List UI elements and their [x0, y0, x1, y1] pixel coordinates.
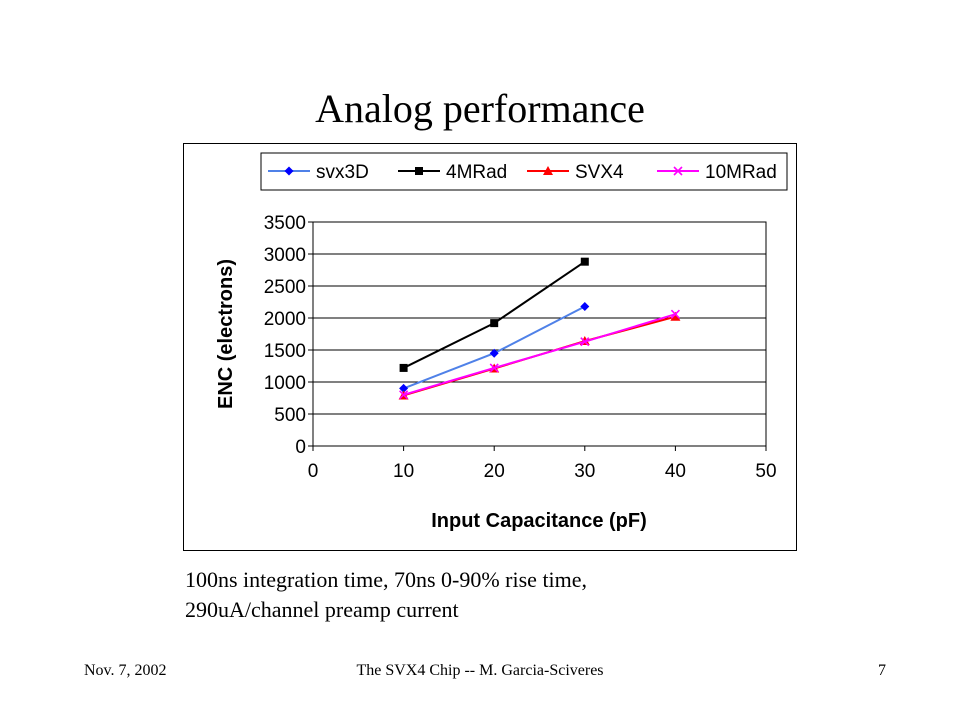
x-tick-label: 10	[393, 461, 414, 482]
legend: svx3D 4MRad SVX4 10MRad	[260, 152, 788, 191]
y-tick-label: 3000	[264, 245, 306, 266]
legend-marker	[673, 166, 683, 176]
series-4mrad	[399, 257, 589, 372]
y-tick-label: 2500	[264, 277, 306, 298]
enc-chart: svx3D 4MRad SVX4 10MRad 0500100015002000250…	[215, 152, 788, 532]
footer-date: Nov. 7, 2002	[84, 662, 167, 679]
legend-label: SVX4	[575, 162, 624, 183]
x-tick-label: 0	[308, 461, 319, 482]
legend-marker	[284, 166, 294, 176]
y-tick-label: 0	[295, 437, 306, 458]
x-axis-label: Input Capacitance (pF)	[431, 510, 647, 532]
data-point	[580, 337, 590, 347]
data-point	[490, 319, 499, 328]
legend-marker	[415, 167, 423, 175]
data-point	[580, 301, 590, 311]
y-tick-label: 1500	[264, 341, 306, 362]
x-tick-label: 20	[484, 461, 505, 482]
legend-item: 4MRad	[398, 162, 507, 183]
series-svx3d	[399, 301, 590, 393]
y-tick-label: 1000	[264, 373, 306, 394]
axis-ticks: 0 500 1000 1500 2000 2500 3000 3500 0 10 20 30 40 50	[264, 213, 777, 482]
data-point	[399, 383, 409, 393]
data-point	[670, 309, 680, 319]
legend-label: 4MRad	[446, 162, 507, 183]
legend-label: svx3D	[316, 162, 369, 183]
data-point	[399, 363, 408, 372]
chart-frame: svx3D 4MRad SVX4 10MRad 0 500 1000 1500 2000 250…	[183, 143, 797, 551]
footer-title: The SVX4 Chip -- M. Garcia-Sciveres	[356, 662, 604, 679]
footer-page-number: 7	[878, 662, 886, 679]
series	[398, 257, 681, 400]
legend-item: 10MRad	[657, 162, 777, 183]
legend-box	[260, 152, 788, 191]
plot-area	[312, 221, 767, 447]
series-line	[403, 305, 586, 390]
grid-lines	[313, 253, 766, 415]
caption-line-1: 100ns integration time, 70ns 0-90% rise …	[185, 567, 588, 592]
y-tick-label: 500	[274, 405, 306, 426]
series-10mrad	[399, 309, 680, 400]
data-point	[399, 390, 409, 400]
caption-line-2: 290uA/channel preamp current	[185, 597, 459, 622]
x-tick-label: 40	[665, 461, 686, 482]
data-point	[670, 311, 681, 321]
slide-title: Analog performance	[315, 86, 645, 131]
y-axis-label: ENC (electrons)	[215, 259, 237, 409]
legend-label: 10MRad	[705, 162, 777, 183]
data-point	[489, 363, 499, 373]
x-tick-label: 30	[574, 461, 595, 482]
legend-marker	[543, 166, 553, 175]
y-tick-label: 2000	[264, 309, 306, 330]
y-tick-label: 3500	[264, 213, 306, 234]
x-tick-label: 50	[755, 461, 776, 482]
data-point	[489, 348, 499, 358]
caption: 100ns integration time, 70ns 0-90% rise …	[185, 565, 805, 625]
data-point	[580, 257, 589, 266]
legend-item: SVX4	[527, 162, 624, 183]
legend-item: svx3D	[268, 162, 369, 183]
series-line	[403, 313, 676, 396]
